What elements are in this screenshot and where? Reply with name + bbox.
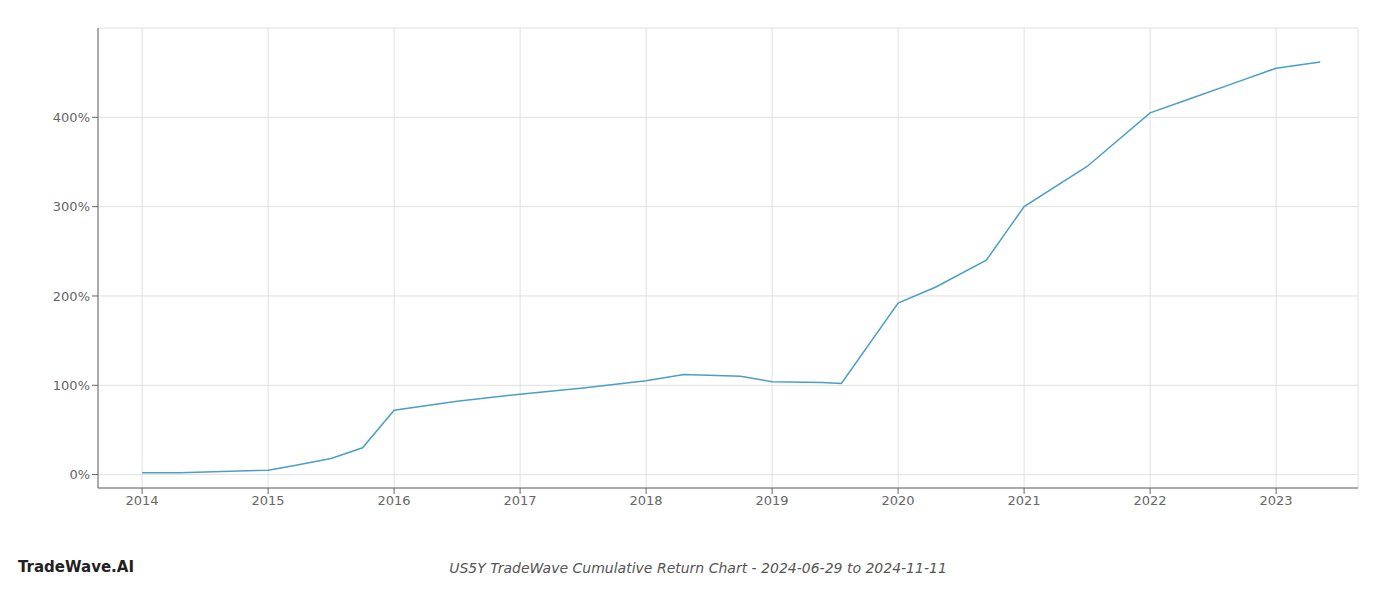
svg-text:2017: 2017 — [504, 493, 537, 508]
html-text:TradeWave.AI: TradeWave.AI — [18, 558, 134, 576]
svg-text:2016: 2016 — [378, 493, 411, 508]
svg-text:2023: 2023 — [1260, 493, 1293, 508]
svg-text:2014: 2014 — [126, 493, 159, 508]
svg-text:100%: 100% — [53, 378, 90, 393]
svg-text:2015: 2015 — [252, 493, 285, 508]
svg-text:200%: 200% — [53, 289, 90, 304]
svg-text:400%: 400% — [53, 110, 90, 125]
svg-text:2019: 2019 — [756, 493, 789, 508]
svg-text:0%: 0% — [69, 467, 90, 482]
html-text:US5Y TradeWave Cumulative Retu: US5Y TradeWave Cumulative Return Chart -… — [449, 560, 947, 576]
svg-text:2021: 2021 — [1008, 493, 1041, 508]
svg-text:2022: 2022 — [1134, 493, 1167, 508]
svg-text:2018: 2018 — [630, 493, 663, 508]
svg-text:2020: 2020 — [882, 493, 915, 508]
svg-text:300%: 300% — [53, 199, 90, 214]
